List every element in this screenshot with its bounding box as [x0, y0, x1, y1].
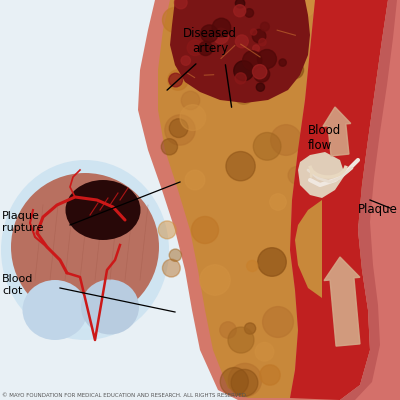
Polygon shape	[170, 0, 310, 103]
Circle shape	[365, 34, 380, 49]
Circle shape	[169, 119, 188, 138]
Text: Blood
flow: Blood flow	[308, 124, 341, 152]
Circle shape	[234, 5, 246, 17]
Circle shape	[228, 327, 254, 353]
Circle shape	[161, 139, 178, 155]
Circle shape	[236, 35, 248, 48]
Text: © MAYO FOUNDATION FOR MEDICAL EDUCATION AND RESEARCH. ALL RIGHTS RESERVED.: © MAYO FOUNDATION FOR MEDICAL EDUCATION …	[2, 393, 248, 398]
Circle shape	[349, 250, 376, 277]
Circle shape	[169, 249, 182, 261]
Circle shape	[209, 2, 228, 21]
Polygon shape	[355, 0, 400, 400]
Circle shape	[260, 365, 280, 385]
Polygon shape	[158, 0, 315, 398]
Circle shape	[180, 105, 206, 130]
Circle shape	[286, 35, 308, 57]
Text: Blood
clot: Blood clot	[2, 274, 33, 296]
Circle shape	[270, 194, 286, 210]
Circle shape	[255, 342, 274, 361]
Circle shape	[181, 56, 190, 65]
Circle shape	[386, 289, 400, 306]
Circle shape	[234, 61, 254, 81]
Circle shape	[358, 169, 375, 186]
Circle shape	[259, 38, 266, 46]
Circle shape	[247, 260, 258, 272]
Circle shape	[235, 73, 246, 84]
Circle shape	[262, 306, 294, 338]
Circle shape	[244, 323, 256, 334]
Circle shape	[199, 42, 213, 56]
Circle shape	[243, 51, 262, 70]
Circle shape	[252, 29, 266, 43]
Circle shape	[213, 28, 229, 44]
Circle shape	[220, 322, 236, 338]
Text: Plaque
rupture: Plaque rupture	[2, 211, 44, 233]
Circle shape	[271, 125, 301, 155]
Circle shape	[390, 12, 400, 27]
Ellipse shape	[1, 160, 169, 340]
Text: Plaque: Plaque	[358, 204, 398, 216]
Ellipse shape	[22, 280, 88, 340]
Polygon shape	[295, 200, 322, 298]
Circle shape	[162, 8, 188, 32]
Circle shape	[362, 63, 388, 89]
Circle shape	[200, 25, 218, 42]
Circle shape	[187, 40, 203, 56]
Circle shape	[181, 91, 200, 110]
Circle shape	[236, 0, 245, 8]
Ellipse shape	[81, 280, 139, 334]
FancyArrow shape	[323, 107, 351, 156]
FancyArrow shape	[324, 257, 360, 346]
Circle shape	[165, 115, 195, 145]
Circle shape	[174, 0, 187, 9]
Circle shape	[200, 265, 230, 295]
Polygon shape	[298, 152, 345, 198]
Circle shape	[168, 70, 188, 90]
Circle shape	[279, 59, 286, 66]
Circle shape	[245, 8, 254, 17]
Circle shape	[288, 166, 306, 184]
Circle shape	[260, 22, 269, 31]
Circle shape	[382, 172, 400, 197]
Ellipse shape	[66, 180, 140, 240]
Circle shape	[192, 216, 218, 244]
Circle shape	[253, 45, 260, 52]
Circle shape	[158, 221, 176, 239]
Circle shape	[372, 323, 400, 351]
Circle shape	[286, 62, 304, 78]
Circle shape	[234, 84, 254, 104]
Circle shape	[355, 210, 369, 224]
Circle shape	[258, 248, 286, 276]
Circle shape	[257, 50, 276, 68]
Polygon shape	[340, 0, 397, 400]
Circle shape	[169, 73, 182, 87]
Circle shape	[254, 66, 270, 82]
Circle shape	[253, 132, 281, 160]
Circle shape	[205, 2, 232, 30]
Circle shape	[226, 152, 255, 181]
Circle shape	[355, 177, 374, 196]
Circle shape	[250, 29, 257, 35]
Polygon shape	[290, 0, 388, 400]
Text: Diseased
artery: Diseased artery	[183, 27, 237, 55]
Circle shape	[256, 83, 264, 91]
Polygon shape	[138, 0, 400, 400]
Circle shape	[231, 369, 258, 396]
Circle shape	[212, 18, 231, 37]
Circle shape	[220, 368, 248, 396]
Ellipse shape	[12, 171, 158, 329]
Circle shape	[162, 259, 180, 277]
Circle shape	[252, 64, 267, 79]
Circle shape	[228, 363, 262, 397]
Ellipse shape	[11, 173, 159, 321]
Circle shape	[352, 20, 377, 45]
Circle shape	[185, 170, 205, 190]
Circle shape	[356, 17, 376, 38]
Circle shape	[291, 0, 315, 17]
Polygon shape	[340, 0, 400, 400]
